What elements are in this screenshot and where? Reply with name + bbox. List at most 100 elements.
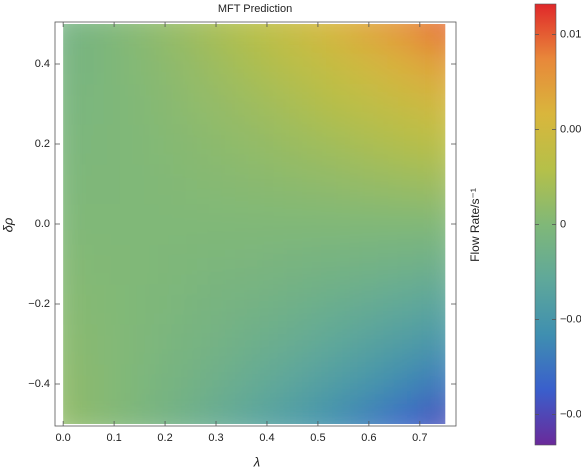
- y-tick-label: 0.2: [35, 138, 50, 150]
- x-tick-label: 0.5: [310, 432, 325, 444]
- field-cell: [273, 404, 313, 424]
- field-cell: [235, 84, 274, 125]
- field-cell: [426, 204, 446, 245]
- field-cell: [196, 324, 236, 365]
- x-axis-label: λ: [253, 454, 260, 469]
- field-cell: [311, 44, 351, 85]
- x-tick-label: 0.7: [412, 432, 427, 444]
- field-cell: [63, 284, 83, 325]
- field-cell: [158, 244, 198, 285]
- field-cell: [235, 24, 274, 45]
- field-cell: [63, 244, 83, 285]
- field-cell: [82, 324, 121, 365]
- chart-title: MFT Prediction: [218, 3, 292, 15]
- colorbar-tick-label: 0.005: [560, 123, 581, 135]
- field-cell: [63, 364, 83, 405]
- field-cell: [235, 284, 274, 325]
- field-cell: [387, 84, 427, 125]
- field-cell: [63, 324, 83, 365]
- field-cell: [82, 244, 121, 285]
- field: [63, 24, 446, 424]
- y-tick-label: −0.2: [28, 298, 50, 310]
- field-cell: [273, 204, 313, 245]
- colorbar-tick-label: −0.010: [560, 408, 581, 420]
- field-cell: [235, 124, 274, 165]
- field-cell: [273, 364, 313, 405]
- field-cell: [426, 284, 446, 325]
- field-cell: [426, 44, 446, 85]
- field-cell: [235, 244, 274, 285]
- field-cell: [196, 24, 236, 45]
- field-cell: [311, 324, 351, 365]
- field-cell: [426, 404, 446, 424]
- field-cell: [311, 364, 351, 405]
- field-cell: [235, 404, 274, 424]
- field-cell: [273, 24, 313, 45]
- field-cell: [387, 124, 427, 165]
- colorbar-tick-label: 0.010: [560, 28, 581, 40]
- field-cell: [387, 244, 427, 285]
- field-cell: [196, 84, 236, 125]
- field-cell: [63, 204, 83, 245]
- field-cell: [235, 44, 274, 85]
- field-cell: [426, 244, 446, 285]
- field-cell: [273, 124, 313, 165]
- field-cell: [82, 164, 121, 205]
- field-cell: [158, 124, 198, 165]
- colorbar-tick-label: 0: [560, 218, 566, 230]
- field-cell: [120, 284, 160, 325]
- field-cell: [349, 124, 389, 165]
- field-cell: [349, 44, 389, 85]
- field-cell: [196, 284, 236, 325]
- field-cell: [426, 364, 446, 405]
- x-tick-label: 0.2: [157, 432, 172, 444]
- field-cell: [196, 124, 236, 165]
- field-cell: [311, 24, 351, 45]
- field-cell: [311, 204, 351, 245]
- field-cell: [158, 164, 198, 205]
- field-cell: [349, 324, 389, 365]
- x-tick-label: 0.1: [106, 432, 121, 444]
- field-cell: [349, 244, 389, 285]
- field-cell: [63, 24, 83, 45]
- field-cell: [196, 364, 236, 405]
- y-tick-label: 0.4: [35, 58, 50, 70]
- field-cell: [158, 284, 198, 325]
- field-cell: [426, 24, 446, 45]
- field-cell: [196, 44, 236, 85]
- field-cell: [311, 124, 351, 165]
- field-cell: [196, 404, 236, 424]
- x-tick-label: 0.6: [361, 432, 376, 444]
- field-cell: [426, 324, 446, 365]
- field-cell: [63, 404, 83, 424]
- field-cell: [426, 164, 446, 205]
- field-cell: [120, 364, 160, 405]
- x-tick-label: 0.3: [208, 432, 223, 444]
- field-cell: [273, 84, 313, 125]
- field-cell: [120, 204, 160, 245]
- y-axis-label: δρ: [0, 217, 15, 232]
- field-cell: [387, 44, 427, 85]
- field-cell: [120, 244, 160, 285]
- field-clip: [63, 24, 446, 424]
- field-cell: [311, 244, 351, 285]
- field-cell: [63, 164, 83, 205]
- field-cell: [82, 84, 121, 125]
- field-cell: [158, 44, 198, 85]
- field-cell: [158, 84, 198, 125]
- field-cell: [273, 324, 313, 365]
- field-cell: [120, 164, 160, 205]
- field-cell: [82, 404, 121, 424]
- field-cell: [235, 164, 274, 205]
- field-cell: [349, 204, 389, 245]
- field-cell: [311, 404, 351, 424]
- field-cell: [426, 124, 446, 165]
- x-tick-label: 0.0: [56, 432, 71, 444]
- field-cell: [120, 124, 160, 165]
- field-cell: [273, 244, 313, 285]
- colorbar-label: Flow Rate/s⁻¹: [468, 188, 482, 262]
- field-cell: [158, 404, 198, 424]
- field-cell: [196, 204, 236, 245]
- field-cell: [120, 84, 160, 125]
